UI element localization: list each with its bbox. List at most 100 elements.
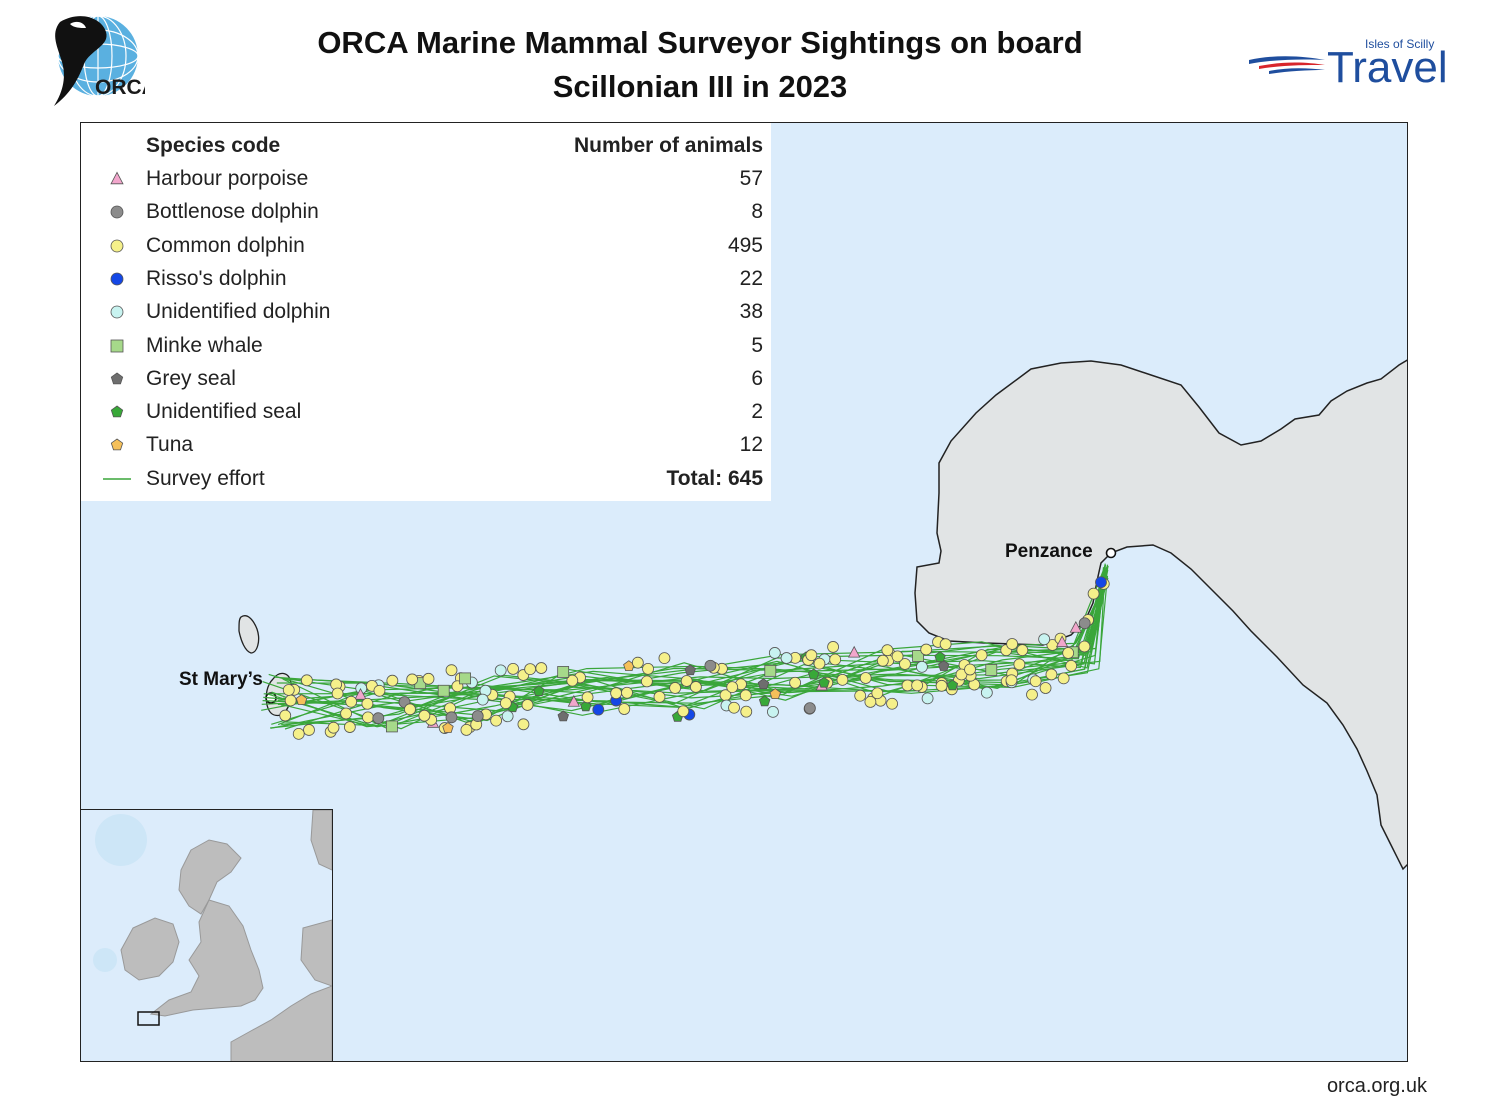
sighting-minke-whale bbox=[985, 664, 998, 676]
sighting-common-dolphin bbox=[739, 689, 752, 702]
sighting-common-dolphin bbox=[813, 657, 826, 670]
sighting-common-dolphin bbox=[284, 694, 297, 707]
sighting-common-dolphin bbox=[331, 687, 344, 700]
legend-count-tuna: 12 bbox=[739, 433, 763, 457]
legend-header-count: Number of animals bbox=[573, 134, 763, 157]
penzance-marker bbox=[1105, 547, 1117, 559]
penzance-label: Penzance bbox=[1005, 541, 1093, 562]
sighting-common-dolphin bbox=[726, 681, 739, 694]
inset-locator-map bbox=[81, 809, 333, 1061]
sighting-grey-seal bbox=[938, 660, 950, 671]
sighting-grey-seal bbox=[684, 664, 696, 676]
legend-count-risso-s-dolphin: 22 bbox=[739, 266, 763, 290]
sighting-unidentified-dolphin bbox=[767, 705, 779, 718]
sighting-unidentified-seal bbox=[807, 668, 820, 680]
sighting-unidentified-dolphin bbox=[916, 660, 928, 673]
sighting-unidentified-seal bbox=[533, 685, 545, 696]
legend-count-unidentified-seal: 2 bbox=[751, 400, 763, 424]
sighting-grey-seal bbox=[557, 710, 569, 722]
sighting-bottlenose-dolphin bbox=[445, 711, 458, 724]
legend-count-survey-effort: Total: 645 bbox=[666, 466, 763, 490]
sighting-common-dolphin bbox=[871, 687, 884, 700]
sighting-common-dolphin bbox=[340, 707, 352, 720]
sighting-common-dolphin bbox=[610, 687, 623, 700]
sighting-common-dolphin bbox=[658, 652, 671, 665]
sighting-common-dolphin bbox=[1013, 658, 1026, 671]
sighting-common-dolphin bbox=[640, 675, 653, 688]
legend-label-unidentified-dolphin: Unidentified dolphin bbox=[146, 300, 331, 324]
legend-row-harbour-porpoise: Harbour porpoise 57 bbox=[81, 164, 771, 194]
tresco-island bbox=[238, 615, 260, 654]
sighting-unidentified-dolphin bbox=[476, 693, 489, 706]
sighting-common-dolphin bbox=[1005, 674, 1018, 687]
sighting-common-dolphin bbox=[282, 684, 295, 696]
sighting-unidentified-seal bbox=[758, 695, 771, 707]
sighting-risso-s-dolphin bbox=[592, 703, 605, 716]
survey-track bbox=[280, 582, 1109, 707]
isles-of-scilly-travel-logo: Isles of Scilly Travel bbox=[1249, 37, 1448, 90]
legend-count-bottlenose-dolphin: 8 bbox=[751, 200, 763, 224]
legend-label-unidentified-seal: Unidentified seal bbox=[146, 400, 302, 424]
sightings-layer bbox=[279, 576, 1110, 740]
sighting-common-dolphin bbox=[939, 638, 952, 651]
sighting-common-dolphin bbox=[1016, 644, 1029, 657]
sighting-common-dolphin bbox=[618, 703, 631, 715]
sighting-common-dolphin bbox=[935, 679, 948, 692]
legend-label-risso-s-dolphin: Risso's dolphin bbox=[146, 266, 287, 290]
sighting-unidentified-seal bbox=[818, 676, 830, 688]
sighting-common-dolphin bbox=[517, 718, 530, 731]
inset-map-canvas bbox=[81, 810, 332, 1061]
sighting-common-dolphin bbox=[680, 675, 693, 687]
sighting-unidentified-dolphin bbox=[494, 664, 507, 677]
legend-symbol-common-dolphin bbox=[110, 239, 124, 252]
legend-label-survey-effort: Survey effort bbox=[146, 466, 265, 490]
sighting-bottlenose-dolphin bbox=[471, 710, 484, 722]
sighting-common-dolphin bbox=[361, 697, 374, 710]
sighting-common-dolphin bbox=[920, 643, 933, 656]
sighting-minke-whale bbox=[437, 684, 450, 697]
legend-row-minke-whale: Minke whale 5 bbox=[81, 331, 771, 361]
sighting-tuna bbox=[769, 688, 781, 699]
legend-header-species: Species code bbox=[146, 134, 281, 157]
legend-symbol-unidentified-seal bbox=[110, 405, 124, 418]
legend-row-bottlenose-dolphin: Bottlenose dolphin 8 bbox=[81, 197, 771, 227]
sighting-common-dolphin bbox=[1078, 640, 1091, 653]
sighting-common-dolphin bbox=[964, 663, 976, 676]
legend-symbol-bottlenose-dolphin bbox=[110, 205, 124, 219]
sighting-common-dolphin bbox=[631, 656, 644, 669]
sighting-common-dolphin bbox=[1087, 587, 1100, 600]
sighting-unidentified-seal bbox=[580, 700, 592, 712]
sighting-common-dolphin bbox=[499, 697, 512, 709]
legend-symbol-minke-whale bbox=[110, 339, 124, 352]
sighting-common-dolphin bbox=[886, 697, 898, 710]
sighting-unidentified-dolphin bbox=[921, 692, 934, 705]
legend-count-grey-seal: 6 bbox=[751, 366, 763, 390]
sighting-common-dolphin bbox=[864, 696, 877, 708]
sighting-common-dolphin bbox=[327, 721, 340, 734]
sighting-common-dolphin bbox=[524, 663, 537, 676]
sighting-minke-whale bbox=[459, 672, 471, 685]
st-marys-label: St Mary’s bbox=[179, 669, 263, 690]
sighting-common-dolphin bbox=[1006, 638, 1019, 650]
inset-denmark-low-countries bbox=[300, 919, 332, 987]
sighting-unidentified-seal bbox=[934, 651, 946, 662]
legend-count-common-dolphin: 495 bbox=[727, 233, 763, 257]
legend-label-minke-whale: Minke whale bbox=[146, 333, 263, 357]
inset-ireland bbox=[120, 917, 180, 981]
sighting-common-dolphin bbox=[805, 649, 818, 662]
legend-label-tuna: Tuna bbox=[146, 433, 194, 457]
sighting-common-dolphin bbox=[418, 709, 431, 722]
sighting-common-dolphin bbox=[362, 711, 374, 724]
inset-england-wales bbox=[149, 899, 264, 1017]
legend-count-minke-whale: 5 bbox=[751, 333, 763, 357]
sighting-unidentified-dolphin bbox=[980, 686, 993, 699]
sighting-common-dolphin bbox=[445, 664, 458, 677]
sighting-bottlenose-dolphin bbox=[704, 659, 717, 672]
sighting-common-dolphin bbox=[521, 699, 534, 711]
sighting-common-dolphin bbox=[292, 727, 305, 740]
sighting-common-dolphin bbox=[891, 650, 904, 663]
sighting-common-dolphin bbox=[1065, 659, 1078, 672]
legend-label-harbour-porpoise: Harbour porpoise bbox=[146, 167, 309, 190]
sighting-common-dolphin bbox=[404, 703, 416, 716]
legend-symbol-tuna bbox=[110, 438, 124, 451]
